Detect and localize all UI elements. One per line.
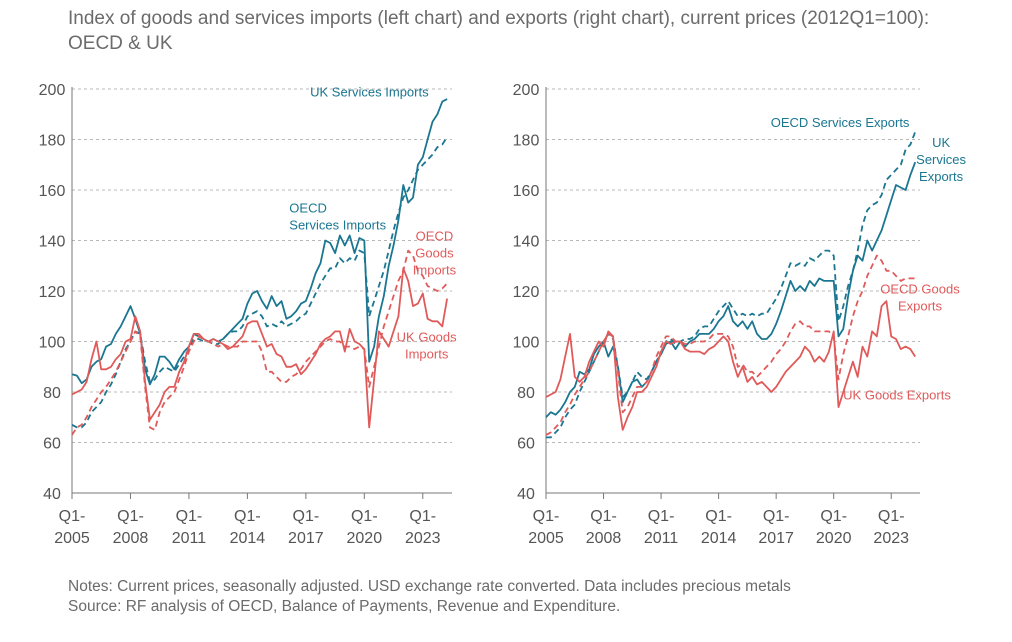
- series-line-uk-services-exports: [545, 161, 917, 418]
- figure: 40 60 80 100 120 140 160 180 200 Q1- 2005 Q1- 2008 Q1…: [39, 82, 967, 547]
- y-tick-label: 140: [39, 234, 66, 251]
- series-label-uk-goods-imports: UK Goods: [397, 330, 457, 345]
- series-label-uk-goods-exports: UK Goods Exports: [843, 388, 951, 403]
- x-tick-label-top: Q1-: [820, 508, 847, 525]
- chart-title: Index of goods and services imports (lef…: [68, 8, 930, 54]
- chart-imports: 40 60 80 100 120 140 160 180 200 Q1- 2005 Q1- 2008 Q1…: [39, 82, 457, 547]
- x-tick-label-bottom: 2008: [113, 530, 149, 547]
- y-tick-label: 120: [513, 284, 540, 301]
- series-label-oecd-goods-exports: OECD Goods: [880, 282, 960, 297]
- y-tick-label: 60: [517, 436, 535, 453]
- x-tick-label-top: Q1-: [59, 508, 86, 525]
- x-tick-label-bottom: 2014: [230, 530, 266, 547]
- y-tick-label: 120: [39, 284, 66, 301]
- series-line-oecd-goods-exports: [545, 254, 916, 436]
- source-text: Source: RF analysis of OECD, Balance of …: [68, 598, 621, 615]
- series-label-oecd-services-exports: OECD Services Exports: [771, 115, 910, 130]
- series-label-oecd-goods-exports: Exports: [898, 299, 943, 314]
- y-tick-label: 80: [517, 385, 535, 402]
- x-tick-label-bottom: 2023: [405, 530, 441, 547]
- series-label-uk-services-exports: UK: [932, 135, 950, 150]
- series-label-oecd-services-imports: Services Imports: [289, 218, 386, 233]
- x-tick-label-bottom: 2005: [528, 530, 564, 547]
- y-tick-label: 140: [513, 234, 540, 251]
- x-tick-label-top: Q1-: [351, 508, 378, 525]
- series-line-oecd-services-imports: [71, 136, 448, 429]
- x-tick-label-top: Q1-: [648, 508, 675, 525]
- x-tick-label-top: Q1-: [234, 508, 261, 525]
- series-label-oecd-goods-imports: Imports: [413, 263, 457, 278]
- y-tick-label: 40: [517, 486, 535, 503]
- x-tick-label-top: Q1-: [176, 508, 203, 525]
- y-tick-label: 180: [513, 133, 540, 150]
- series-line-oecd-goods-imports: [71, 249, 448, 436]
- series-label-uk-services-exports: Services: [916, 152, 966, 167]
- y-tick-label: 160: [513, 183, 540, 200]
- series-label-uk-goods-imports: Imports: [405, 347, 449, 362]
- notes-text: Notes: Current prices, seasonally adjust…: [68, 578, 791, 595]
- x-tick-label-top: Q1-: [705, 508, 732, 525]
- series-label-uk-services-imports: UK Services Imports: [310, 85, 429, 100]
- y-tick-label: 160: [39, 183, 66, 200]
- y-tick-label: 80: [43, 385, 61, 402]
- y-tick-label: 200: [39, 82, 66, 99]
- series-line-uk-goods-exports: [545, 300, 916, 431]
- x-tick-label-top: Q1-: [409, 508, 436, 525]
- y-tick-label: 100: [39, 335, 66, 352]
- y-tick-label: 100: [513, 335, 540, 352]
- x-tick-label-bottom: 2020: [347, 530, 383, 547]
- x-tick-label-top: Q1-: [763, 508, 790, 525]
- x-tick-label-bottom: 2020: [816, 530, 852, 547]
- notes-block: Notes: Current prices, seasonally adjust…: [68, 577, 791, 617]
- x-tick-label-top: Q1-: [878, 508, 905, 525]
- series-label-oecd-goods-imports: Goods: [415, 246, 454, 261]
- x-tick-label-bottom: 2008: [586, 530, 622, 547]
- series-line-uk-goods-imports: [71, 267, 448, 429]
- y-tick-label: 40: [43, 486, 61, 503]
- x-tick-label-bottom: 2011: [644, 530, 679, 547]
- x-tick-label-bottom: 2014: [701, 530, 737, 547]
- x-tick-label-bottom: 2017: [758, 530, 794, 547]
- series-label-uk-services-exports: Exports: [919, 169, 964, 184]
- chart-exports: 40 60 80 100 120 140 160 180 200 Q1- 2005 Q1- 2008 Q1…: [513, 82, 967, 547]
- y-tick-label: 180: [39, 133, 66, 150]
- x-tick-label-top: Q1-: [293, 508, 320, 525]
- x-tick-label-bottom: 2011: [172, 530, 207, 547]
- x-tick-label-bottom: 2005: [54, 530, 90, 547]
- x-tick-label-top: Q1-: [533, 508, 560, 525]
- series-label-oecd-services-imports: OECD: [289, 201, 327, 216]
- x-tick-label-top: Q1-: [117, 508, 144, 525]
- series-label-oecd-goods-imports: OECD: [416, 229, 454, 244]
- x-tick-label-bottom: 2017: [288, 530, 324, 547]
- x-tick-label-top: Q1-: [590, 508, 617, 525]
- y-tick-label: 60: [43, 436, 61, 453]
- x-tick-label-bottom: 2023: [873, 530, 909, 547]
- y-tick-label: 200: [513, 82, 540, 99]
